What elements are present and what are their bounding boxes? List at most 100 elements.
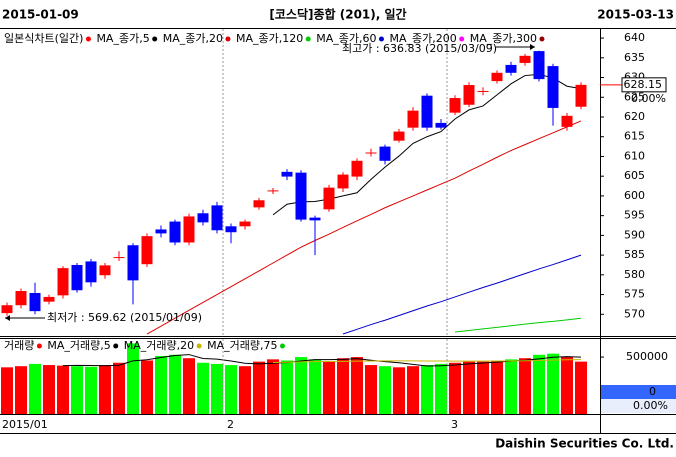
volume-bar (183, 358, 195, 414)
legend-dot (305, 36, 311, 42)
volume-bar (477, 361, 489, 414)
volume-bar (491, 360, 503, 414)
candle-body (239, 221, 251, 227)
volume-bar (519, 358, 531, 414)
candle-body (449, 98, 461, 113)
candle-body (57, 268, 69, 296)
candle-body (169, 221, 181, 243)
y-tick-label: 635 (624, 51, 645, 64)
volume-bar (421, 365, 433, 414)
volume-bar (295, 357, 307, 414)
legend-dot (85, 36, 91, 42)
volume-bar (337, 358, 349, 414)
candle-body (575, 84, 587, 107)
volume-bar (309, 359, 321, 414)
candle-body (407, 110, 419, 128)
y-tick-label: 625 (624, 90, 645, 103)
candle-body (533, 51, 545, 80)
volume-bar (351, 357, 363, 414)
y-tick-label: 620 (624, 110, 645, 123)
candle-body (267, 190, 279, 192)
volume-box (601, 385, 676, 399)
candle-body (519, 55, 531, 63)
volume-bar (85, 366, 97, 414)
y-tick-label: 615 (624, 130, 645, 143)
candle-body (71, 264, 83, 291)
legend-dot (113, 343, 119, 349)
overlay: 2015/01 2 36406356306256206156106056005955… (2, 31, 676, 431)
candle-body (561, 115, 573, 127)
candle-body (547, 66, 559, 108)
volume-bar (239, 366, 251, 414)
volume-bar (253, 361, 265, 414)
candle-body (505, 64, 517, 73)
candle-body (435, 122, 447, 128)
volume-bar (463, 361, 475, 414)
candle-body (281, 171, 293, 177)
price-box (621, 77, 667, 93)
volume-bar (407, 366, 419, 414)
legend-label: MA_종가,120 (236, 32, 303, 45)
candle-body (225, 226, 237, 233)
volume-box-value: 0 (649, 385, 656, 398)
x-tick-label: 2 (227, 418, 234, 431)
legend-dot (36, 343, 42, 349)
y-tick-label: 640 (624, 31, 645, 44)
candle-body (43, 296, 55, 302)
legend-title: 거래량 (4, 339, 34, 352)
end-date: 2015-03-13 (597, 8, 674, 22)
legend-label: MA_종가,60 (316, 32, 376, 45)
volume-bar (71, 366, 83, 414)
volume-bar (323, 361, 335, 414)
volume-bar (561, 357, 573, 414)
price-plot (1, 29, 587, 336)
volume-bar (113, 362, 125, 414)
volume-bar (99, 365, 111, 414)
legend-label: MA_종가,20 (163, 32, 223, 45)
candle-body (365, 152, 377, 154)
volume-bar (393, 367, 405, 414)
y-tick-label: 580 (624, 268, 645, 281)
candle-body (183, 216, 195, 243)
volume-bar (505, 359, 517, 414)
candle-body (113, 257, 125, 259)
candle-body (393, 131, 405, 141)
legend-label: MA_거래량,5 (47, 339, 110, 352)
y-tick-label: 610 (624, 149, 645, 162)
candle-body (127, 245, 139, 281)
candle-body (211, 205, 223, 231)
candle-body (477, 90, 489, 92)
y-tick-label: 600 (624, 189, 645, 202)
chart-title: [코스닥]종합 (201), 일간 (269, 7, 406, 22)
volume-bar (43, 365, 55, 414)
ma-line (342, 254, 582, 335)
legend-dot (459, 36, 465, 42)
y-tick-label: 500000 (626, 350, 668, 363)
low-annotation: 최저가 : 569.62 (2015/01/09) (47, 311, 202, 324)
volume-bar (547, 353, 559, 414)
y-tick-label: 570 (624, 307, 645, 320)
candle-body (379, 146, 391, 161)
volume-box-bg (601, 399, 676, 413)
candle-body (141, 236, 153, 265)
y-tick-label: 595 (624, 209, 645, 222)
legend-label: MA_종가,5 (96, 32, 149, 45)
high-arrowhead (530, 44, 535, 50)
volume-bar (225, 365, 237, 414)
volume-bar (141, 360, 153, 414)
volume-bar (379, 366, 391, 414)
volume-bar (155, 355, 167, 414)
candle-body (351, 160, 363, 177)
candle-body (155, 229, 167, 234)
candle-body (463, 85, 475, 105)
volume-bar (449, 362, 461, 414)
start-date: 2015-01-09 (2, 8, 79, 22)
volume-box-change: 0.00% (633, 399, 668, 412)
volume-bar (15, 366, 27, 414)
y-tick-label: 590 (624, 228, 645, 241)
volume-bar (365, 365, 377, 414)
legend-dot (196, 343, 202, 349)
x-tick-label: 3 (451, 418, 458, 431)
volume-bar (267, 359, 279, 414)
